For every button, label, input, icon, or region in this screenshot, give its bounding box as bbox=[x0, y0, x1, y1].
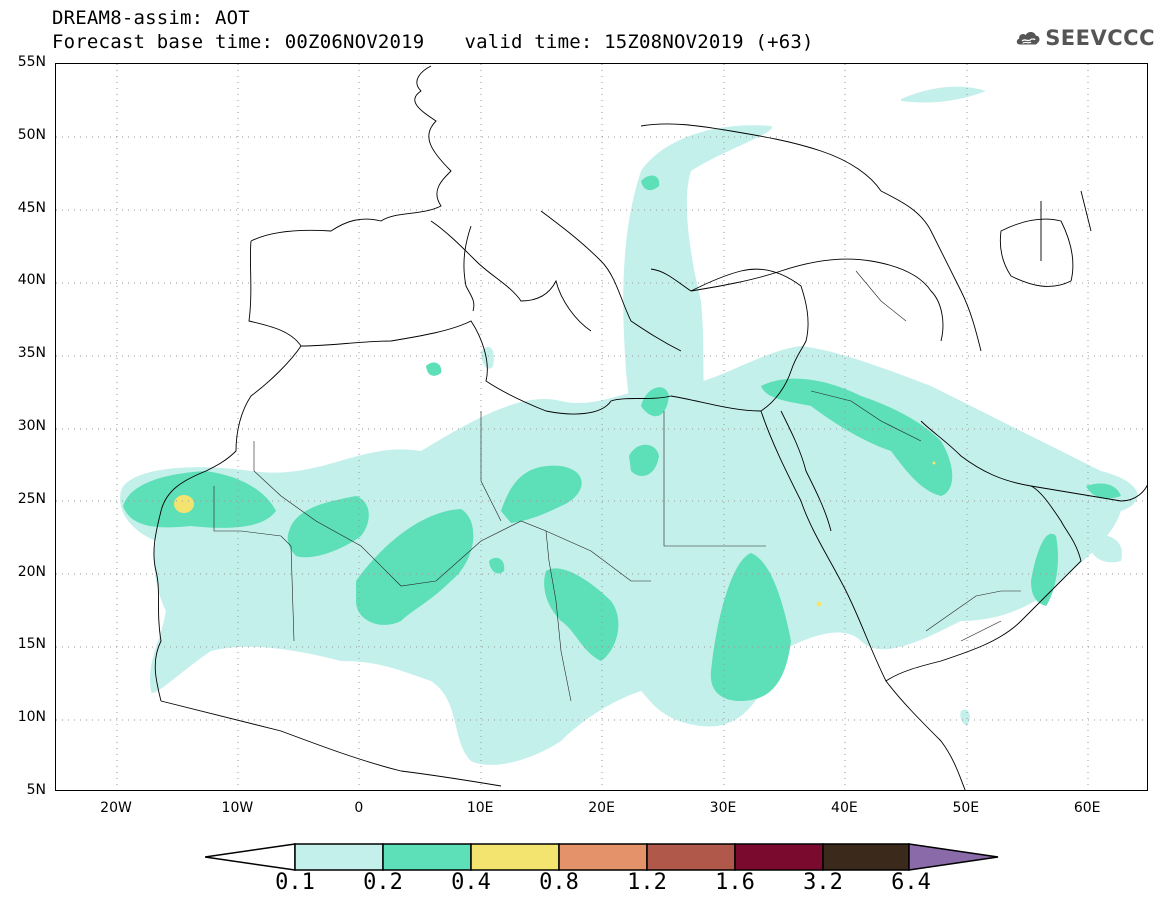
latitude-label: 40N bbox=[17, 272, 46, 289]
valid-time: valid time: 15Z08NOV2019 (+63) bbox=[464, 31, 814, 53]
latitude-label: 30N bbox=[17, 418, 46, 434]
longitude-label: 20W bbox=[100, 800, 132, 816]
colorbar-bin-4 bbox=[558, 843, 648, 871]
longitude-label: 10W bbox=[221, 800, 254, 816]
colorbar-bin-6 bbox=[734, 843, 824, 871]
colorbar-upper-arrow bbox=[908, 843, 999, 871]
map-title: DREAM8-assim: AOT bbox=[52, 7, 250, 29]
lat-lon-grid bbox=[56, 64, 1147, 790]
colorbar-level-label: 0.1 bbox=[275, 870, 315, 895]
colorbar-level-label: 0.2 bbox=[363, 870, 403, 895]
country-borders bbox=[213, 270, 1021, 702]
logo-text: SEEVCCC bbox=[1045, 26, 1155, 50]
aot-shading-medium bbox=[123, 175, 1121, 701]
longitude-label: 60E bbox=[1073, 800, 1101, 816]
colorbar-level-label: 0.4 bbox=[451, 870, 491, 895]
longitude-label: 50E bbox=[952, 800, 980, 816]
colorbar-level-label: 0.8 bbox=[539, 870, 579, 895]
coastlines bbox=[153, 65, 1147, 790]
colorbar-bin-5 bbox=[646, 843, 736, 871]
seevccc-logo: SEEVCCC bbox=[1015, 22, 1155, 54]
latitude-label: 55N bbox=[17, 54, 46, 70]
longitude-label: 10E bbox=[466, 800, 494, 816]
latitude-label: 10N bbox=[17, 709, 46, 726]
latitude-label: 35N bbox=[17, 345, 46, 362]
map-area bbox=[55, 63, 1148, 791]
aot-shading-light bbox=[120, 86, 1138, 765]
colorbar-bin-7 bbox=[822, 843, 910, 871]
colorbar bbox=[205, 843, 999, 871]
forecast-base-time: Forecast base time: 00Z06NOV2019 bbox=[52, 31, 425, 53]
colorbar-level-label: 3.2 bbox=[803, 870, 843, 895]
colorbar-level-label: 1.2 bbox=[627, 870, 667, 895]
colorbar-level-label: 6.4 bbox=[891, 870, 931, 895]
colorbar-bin-3 bbox=[470, 843, 560, 871]
longitude-label: 0 bbox=[354, 800, 364, 816]
cloud-icon bbox=[1016, 31, 1040, 45]
colorbar-lower-arrow bbox=[205, 843, 296, 871]
latitude-label: 25N bbox=[17, 490, 46, 507]
latitude-label: 15N bbox=[17, 636, 46, 653]
latitude-label: 50N bbox=[17, 126, 46, 143]
latitude-label: 5N bbox=[26, 782, 46, 798]
aot-shading-high bbox=[174, 461, 936, 607]
colorbar-level-label: 1.6 bbox=[715, 870, 755, 895]
colorbar-bin-1 bbox=[294, 843, 384, 871]
longitude-label: 40E bbox=[831, 800, 858, 816]
map-subtitle: Forecast base time: 00Z06NOV2019 valid ti… bbox=[52, 31, 814, 53]
longitude-label: 30E bbox=[709, 800, 737, 816]
latitude-label: 45N bbox=[17, 199, 46, 216]
longitude-label: 20E bbox=[588, 800, 615, 816]
colorbar-bin-2 bbox=[382, 843, 472, 871]
aot-map bbox=[56, 64, 1147, 790]
latitude-label: 20N bbox=[17, 563, 46, 580]
